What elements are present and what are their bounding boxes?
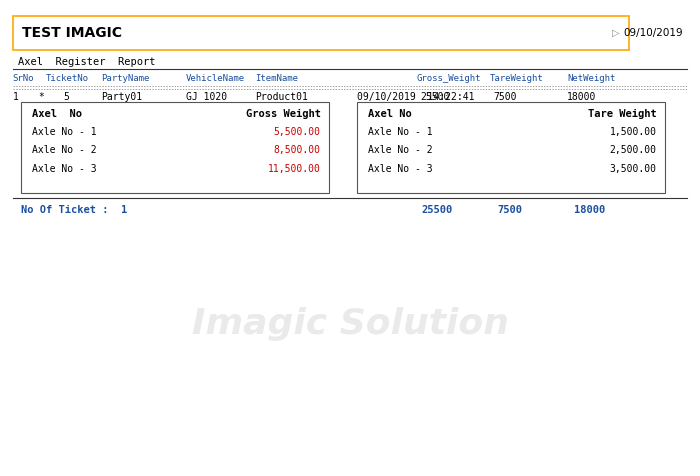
Text: 7500: 7500	[494, 91, 517, 102]
Text: 8,500.00: 8,500.00	[274, 145, 321, 156]
FancyBboxPatch shape	[21, 102, 329, 193]
Text: Imagic Solution: Imagic Solution	[192, 307, 508, 341]
Text: No Of Ticket :  1: No Of Ticket : 1	[21, 205, 127, 216]
Text: TicketNo: TicketNo	[46, 74, 88, 82]
Text: 1,500.00: 1,500.00	[610, 127, 657, 138]
Text: 11,500.00: 11,500.00	[267, 163, 321, 174]
Text: Axel No: Axel No	[368, 109, 412, 119]
Text: Party01: Party01	[102, 91, 143, 102]
Text: TareWeight: TareWeight	[490, 74, 544, 82]
Text: 5: 5	[63, 91, 69, 102]
Text: Axle No - 2: Axle No - 2	[368, 145, 432, 156]
Text: Axle No - 1: Axle No - 1	[32, 127, 96, 138]
Text: Gross Weight: Gross Weight	[246, 109, 321, 119]
FancyBboxPatch shape	[13, 16, 629, 50]
Text: 3,500.00: 3,500.00	[610, 163, 657, 174]
Text: ▷: ▷	[612, 28, 620, 38]
Text: 7500: 7500	[497, 205, 522, 216]
Text: 25500: 25500	[420, 91, 449, 102]
Text: PartyName: PartyName	[102, 74, 150, 82]
Text: SrNo: SrNo	[13, 74, 34, 82]
Text: Axle No - 3: Axle No - 3	[32, 163, 96, 174]
Text: 1: 1	[13, 91, 18, 102]
Text: Axle No - 1: Axle No - 1	[368, 127, 432, 138]
Text: 2,500.00: 2,500.00	[610, 145, 657, 156]
Text: 18000: 18000	[574, 205, 606, 216]
Text: GJ 1020: GJ 1020	[186, 91, 227, 102]
Text: Axel  Register  Report: Axel Register Report	[18, 57, 155, 67]
Text: Gross_Weight: Gross_Weight	[416, 74, 481, 82]
Text: 25500: 25500	[421, 205, 453, 216]
Text: Tare Weight: Tare Weight	[588, 109, 657, 119]
Text: 18000: 18000	[567, 91, 596, 102]
Text: ItemName: ItemName	[256, 74, 298, 82]
Text: Axel  No: Axel No	[32, 109, 81, 119]
Text: 09/10/2019  14:22:41: 09/10/2019 14:22:41	[357, 91, 475, 102]
Text: Axle No - 2: Axle No - 2	[32, 145, 96, 156]
FancyBboxPatch shape	[357, 102, 665, 193]
Text: *: *	[38, 91, 44, 102]
Text: Product01: Product01	[256, 91, 309, 102]
Text: Axle No - 3: Axle No - 3	[368, 163, 432, 174]
Text: NetWeight: NetWeight	[567, 74, 615, 82]
Text: VehicleName: VehicleName	[186, 74, 244, 82]
Text: 09/10/2019: 09/10/2019	[623, 28, 682, 38]
Text: TEST IMAGIC: TEST IMAGIC	[22, 26, 122, 40]
Text: 5,500.00: 5,500.00	[274, 127, 321, 138]
